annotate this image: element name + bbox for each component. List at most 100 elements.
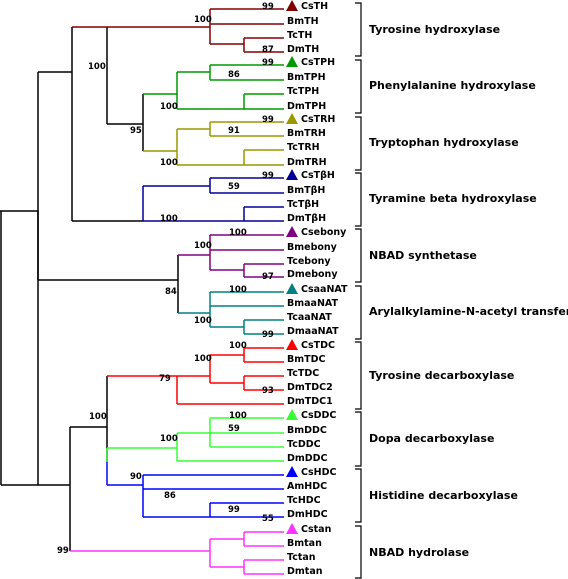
family-label-TH: Tyrosine hydroxylase xyxy=(369,23,500,36)
bracket-TDC xyxy=(355,341,362,410)
bootstrap-value: 90 xyxy=(130,472,142,482)
triangle-marker-icon xyxy=(286,113,298,124)
branch-TRH xyxy=(143,121,284,166)
branch-TDC xyxy=(107,347,284,405)
family-label-aaNAT: Arylalkylamine-N-acetyl transferase xyxy=(369,305,568,318)
leaf-CsDDC: CsDDC xyxy=(301,410,336,421)
branch-tan xyxy=(70,531,284,575)
leaf-CsTBH: CsTβH xyxy=(301,170,335,181)
leaf-labels: CsTH BmTH TcTH DmTH CsTPH BmTPH TcTPH Dm… xyxy=(287,1,348,577)
leaf-TcHDC: TcHDC xyxy=(287,495,321,506)
leaf-Dmebony: Dmebony xyxy=(287,269,338,280)
branch-TBH xyxy=(142,177,284,222)
bootstrap-value: 59 xyxy=(228,182,240,192)
triangle-marker-icon xyxy=(286,169,298,180)
triangle-marker-icon xyxy=(286,466,298,477)
bootstrap-value: 95 xyxy=(130,126,142,136)
leaf-BmTH: BmTH xyxy=(287,16,319,27)
family-brackets xyxy=(355,2,362,579)
bootstrap-value: 100 xyxy=(160,102,178,112)
bootstrap-value: 84 xyxy=(165,287,177,297)
bootstrap-value: 99 xyxy=(262,2,274,12)
leaf-CsTRH: CsTRH xyxy=(301,114,335,125)
leaf-TcaaNAT: TcaaNAT xyxy=(287,312,332,323)
family-label-DDC: Dopa decarboxylase xyxy=(369,432,494,445)
branch-aaNAT xyxy=(178,291,284,335)
family-label-ebony: NBAD synthetase xyxy=(369,249,477,262)
branch-HDC xyxy=(106,462,284,518)
bootstrap-value: 86 xyxy=(228,70,240,80)
family-label-TBH: Tyramine beta hydroxylase xyxy=(369,192,537,205)
bracket-DDC xyxy=(355,411,362,467)
branch-TPH xyxy=(143,64,284,110)
bootstrap-value: 100 xyxy=(160,158,178,168)
bootstrap-value: 100 xyxy=(229,411,247,421)
leaf-Cstan: Cstan xyxy=(301,524,332,535)
bootstrap-value: 99 xyxy=(228,505,240,515)
family-label-tan: NBAD hydrolase xyxy=(369,546,469,559)
branch-hydroxylases xyxy=(71,72,143,222)
bootstrap-value: 99 xyxy=(262,330,274,340)
family-label-TDC: Tyrosine decarboxylase xyxy=(369,369,514,382)
leaf-CsHDC: CsHDC xyxy=(301,467,336,478)
bootstrap-value: 99 xyxy=(262,115,274,125)
triangle-marker-icon xyxy=(286,56,298,67)
branch-ebony xyxy=(178,234,284,278)
leaf-Tcebony: Tcebony xyxy=(287,256,331,267)
leaf-TcTPH: TcTPH xyxy=(287,86,319,97)
branch-root-lower xyxy=(0,210,70,486)
bootstrap-value: 100 xyxy=(89,412,107,422)
bootstrap-values: 99 100 87 99 86 100 99 91 100 99 59 100 … xyxy=(57,2,274,556)
bootstrap-value: 99 xyxy=(262,171,274,181)
bootstrap-value: 55 xyxy=(262,514,274,524)
branch-upper xyxy=(37,71,178,281)
bootstrap-value: 100 xyxy=(194,15,212,25)
bracket-aaNAT xyxy=(355,285,362,340)
bootstrap-value: 100 xyxy=(194,241,212,251)
leaf-DmTDC1: DmTDC1 xyxy=(287,396,333,407)
leaf-BmDDC: BmDDC xyxy=(287,425,327,436)
leaf-Bmebony: Bmebony xyxy=(287,242,338,253)
bootstrap-value: 59 xyxy=(228,424,240,434)
leaf-BmTRH: BmTRH xyxy=(287,128,326,139)
leaf-Dmtan: Dmtan xyxy=(287,566,323,577)
leaf-Csebony: Csebony xyxy=(301,227,347,238)
bootstrap-value: 100 xyxy=(160,434,178,444)
leaf-TcTRH: TcTRH xyxy=(287,142,320,153)
triangle-marker-icon xyxy=(286,283,298,294)
branch-TPH-TRH xyxy=(107,94,144,151)
leaf-CsTDC: CsTDC xyxy=(301,340,335,351)
bracket-TPH xyxy=(355,59,362,114)
leaf-DmTRH: DmTRH xyxy=(287,157,327,168)
leaf-DmDDC: DmDDC xyxy=(287,453,328,464)
bootstrap-value: 100 xyxy=(88,62,106,72)
leaf-BmTPH: BmTPH xyxy=(287,72,326,83)
leaf-BmaaNAT: BmaaNAT xyxy=(287,298,339,309)
leaf-Bmtan: Bmtan xyxy=(287,538,322,549)
bootstrap-value: 100 xyxy=(160,214,178,224)
branch-DDC xyxy=(106,417,284,462)
bracket-TBH xyxy=(355,172,362,227)
bootstrap-value: 100 xyxy=(229,341,247,351)
leaf-TcTH: TcTH xyxy=(287,30,312,41)
bracket-ebony xyxy=(355,228,362,283)
bootstrap-value: 100 xyxy=(229,228,247,238)
triangle-marker-icon xyxy=(286,409,298,420)
bootstrap-value: 87 xyxy=(262,45,274,55)
tree-branches xyxy=(0,8,284,575)
bracket-tan xyxy=(355,525,362,579)
bootstrap-value: 79 xyxy=(159,374,171,384)
branch-TH xyxy=(72,8,284,53)
bootstrap-value: 93 xyxy=(262,386,274,396)
bootstrap-value: 99 xyxy=(262,58,274,68)
leaf-DmTH: DmTH xyxy=(287,44,319,55)
triangle-marker-icon xyxy=(286,523,298,534)
bootstrap-value: 100 xyxy=(229,285,247,295)
leaf-DmTPH: DmTPH xyxy=(287,101,326,112)
bootstrap-value: 100 xyxy=(194,354,212,364)
triangle-marker-icon xyxy=(286,226,298,237)
leaf-BmTDC: BmTDC xyxy=(287,354,326,365)
leaf-DmTDC2: DmTDC2 xyxy=(287,382,333,393)
leaf-TcTDC: TcTDC xyxy=(287,368,319,379)
